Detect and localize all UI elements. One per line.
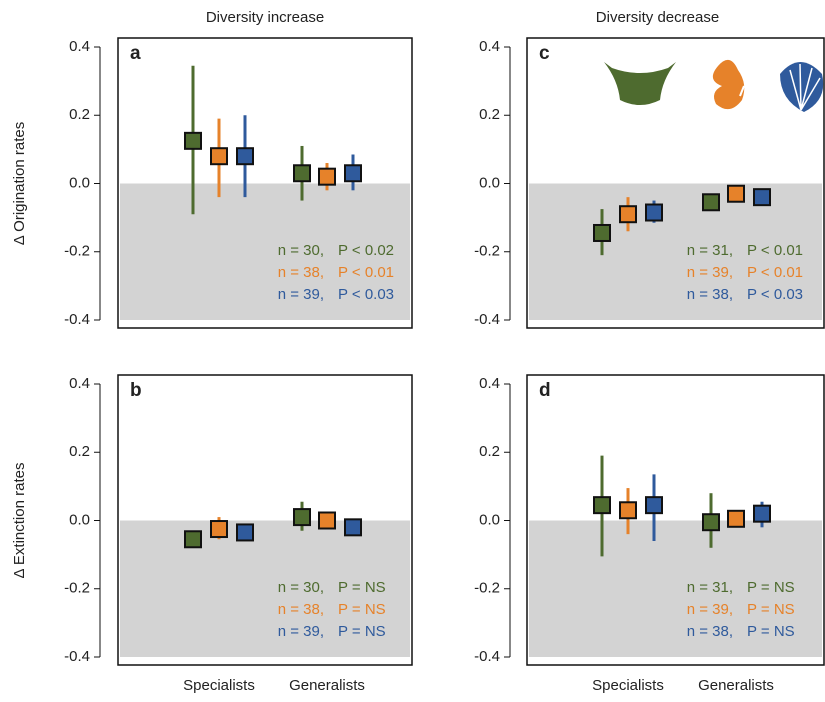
point	[702, 193, 720, 212]
y-tick-label: 0.0	[479, 511, 500, 528]
point	[293, 164, 311, 183]
y-tick-label: 0.4	[479, 38, 500, 55]
shell-icons	[604, 59, 824, 112]
shaded-region	[120, 183, 410, 320]
annotation-p: P = NS	[338, 601, 386, 618]
annotation-n: n = 31,	[687, 579, 733, 596]
annotation-p: P = NS	[747, 623, 795, 640]
x-tick-label: Specialists	[592, 677, 664, 694]
panel-label: a	[130, 43, 141, 64]
annotation-p: P = NS	[338, 623, 386, 640]
point	[645, 203, 663, 222]
y-tick-label: -0.4	[64, 648, 90, 665]
point	[293, 508, 311, 527]
x-tick-label: Generalists	[698, 677, 774, 694]
y-tick-label: -0.2	[64, 243, 90, 260]
point	[318, 167, 336, 186]
shaded-region	[120, 520, 410, 657]
annotation-n: n = 38,	[278, 601, 324, 618]
annotation-n: n = 30,	[278, 579, 324, 596]
y-tick-label: -0.2	[474, 580, 500, 597]
y-tick-label: 0.2	[69, 443, 90, 460]
panel-label: c	[539, 43, 550, 64]
point	[753, 188, 771, 207]
y-tick-label: -0.4	[474, 311, 500, 328]
y-tick-label: 0.2	[69, 106, 90, 123]
y-tick-label: -0.2	[474, 243, 500, 260]
annotation-n: n = 39,	[687, 264, 733, 281]
annotation-n: n = 38,	[278, 264, 324, 281]
point	[184, 131, 202, 150]
y-tick-label: -0.4	[474, 648, 500, 665]
annotation-p: P < 0.03	[338, 286, 394, 303]
annotation-n: n = 39,	[687, 601, 733, 618]
x-tick-label: Generalists	[289, 677, 365, 694]
annotation-n: n = 31,	[687, 242, 733, 259]
y-tick-label: 0.4	[479, 375, 500, 392]
y-tick-label: 0.0	[69, 511, 90, 528]
annotation-n: n = 39,	[278, 623, 324, 640]
column-title: Diversity decrease	[596, 9, 719, 26]
annotation-p: P = NS	[747, 579, 795, 596]
panel-box	[526, 374, 825, 666]
shaded-region	[529, 183, 822, 320]
point	[344, 518, 362, 537]
point	[593, 496, 611, 515]
y-tick-label: -0.2	[64, 580, 90, 597]
point	[702, 513, 720, 532]
annotation-n: n = 39,	[278, 286, 324, 303]
shaded-region	[529, 520, 822, 657]
y-tick-label: 0.2	[479, 443, 500, 460]
y-tick-label: 0.0	[479, 174, 500, 191]
y-tick-label: -0.4	[64, 311, 90, 328]
point	[236, 147, 254, 166]
point	[753, 504, 771, 523]
annotation-p: P < 0.01	[747, 264, 803, 281]
point	[727, 509, 745, 528]
annotation-n: n = 38,	[687, 286, 733, 303]
x-tick-label: Specialists	[183, 677, 255, 694]
point	[210, 147, 228, 166]
annotation-p: P < 0.01	[747, 242, 803, 259]
point	[593, 223, 611, 242]
point	[619, 205, 637, 224]
point	[344, 164, 362, 183]
point	[619, 501, 637, 520]
point	[318, 511, 336, 530]
y-axis-label: Δ Extinction rates	[11, 463, 28, 579]
annotation-p: P = NS	[338, 579, 386, 596]
y-tick-label: 0.4	[69, 38, 90, 55]
point	[645, 496, 663, 515]
annotation-p: P < 0.01	[338, 264, 394, 281]
y-tick-label: 0.0	[69, 174, 90, 191]
annotation-n: n = 30,	[278, 242, 324, 259]
panel-label: d	[539, 380, 551, 401]
column-title: Diversity increase	[206, 9, 324, 26]
annotation-n: n = 38,	[687, 623, 733, 640]
panel-box	[117, 374, 413, 666]
panel-box	[526, 37, 825, 329]
annotation-p: P < 0.03	[747, 286, 803, 303]
annotation-p: P < 0.02	[338, 242, 394, 259]
annotation-p: P = NS	[747, 601, 795, 618]
point	[210, 520, 228, 539]
point	[727, 184, 745, 203]
y-tick-label: 0.4	[69, 375, 90, 392]
point	[184, 530, 202, 549]
panel-box	[117, 37, 413, 329]
y-tick-label: 0.2	[479, 106, 500, 123]
y-axis-label: Δ Origination rates	[11, 122, 28, 245]
panel-label: b	[130, 380, 142, 401]
point	[236, 523, 254, 542]
